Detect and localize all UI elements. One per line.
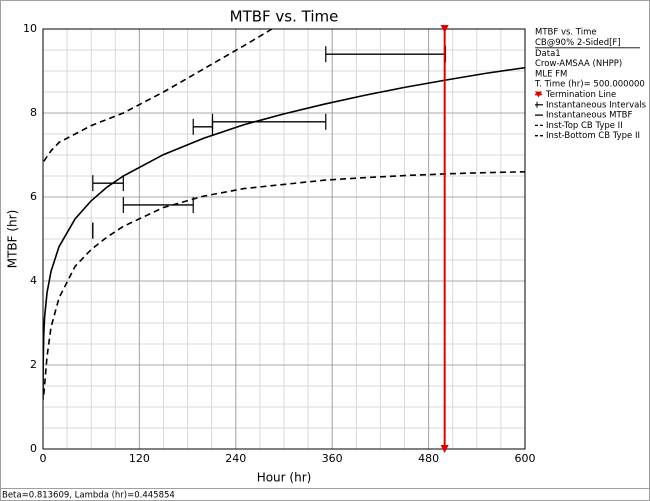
y-tick-label: 6 — [30, 190, 37, 203]
y-tick-label: 0 — [30, 442, 37, 455]
info-text: Crow-AMSAA (NHPP) — [535, 59, 622, 69]
plot-frame — [42, 28, 526, 450]
termination-marker — [440, 445, 449, 453]
x-tick-label: 240 — [225, 452, 246, 465]
chart-title: MTBF vs. Time — [230, 8, 339, 26]
x-tick-label: 0 — [40, 452, 47, 465]
legend-label: Instantaneous MTBF — [546, 111, 632, 121]
y-tick-label: 10 — [23, 22, 37, 35]
overlay — [440, 25, 449, 453]
x-tick-label: 480 — [418, 452, 439, 465]
info-text: CB@90% 2-Sided[F] — [535, 38, 621, 48]
grid — [42, 28, 526, 450]
y-tick-label: 4 — [30, 274, 37, 287]
footer: Beta=0.813609, Lambda (hr)=0.445854 — [2, 491, 175, 501]
y-tick-label: 8 — [30, 106, 37, 119]
info-text: MTBF vs. Time — [535, 28, 597, 38]
legend-swatch — [535, 91, 542, 98]
info-text: T. Time (hr)= 500.000000 — [534, 80, 645, 90]
legend-label: Inst-Top CB Type II — [546, 121, 623, 131]
series-line — [43, 171, 525, 395]
x-tick-label: 600 — [515, 452, 536, 465]
x-tick-label: 360 — [322, 452, 343, 465]
y-axis-label: MTBF (hr) — [6, 210, 20, 269]
termination-marker — [440, 25, 449, 33]
info-text: MLE FM — [535, 69, 567, 79]
series-line — [43, 29, 273, 162]
info-text: Data1 — [535, 49, 561, 59]
y-tick-label: 2 — [30, 358, 37, 371]
legend-label: Termination Line — [545, 90, 616, 100]
legend-label: Inst-Bottom CB Type II — [546, 131, 640, 141]
legend-label: Instantaneous Intervals — [546, 100, 647, 110]
x-axis-label: Hour (hr) — [257, 471, 312, 485]
x-tick-label: 120 — [129, 452, 150, 465]
